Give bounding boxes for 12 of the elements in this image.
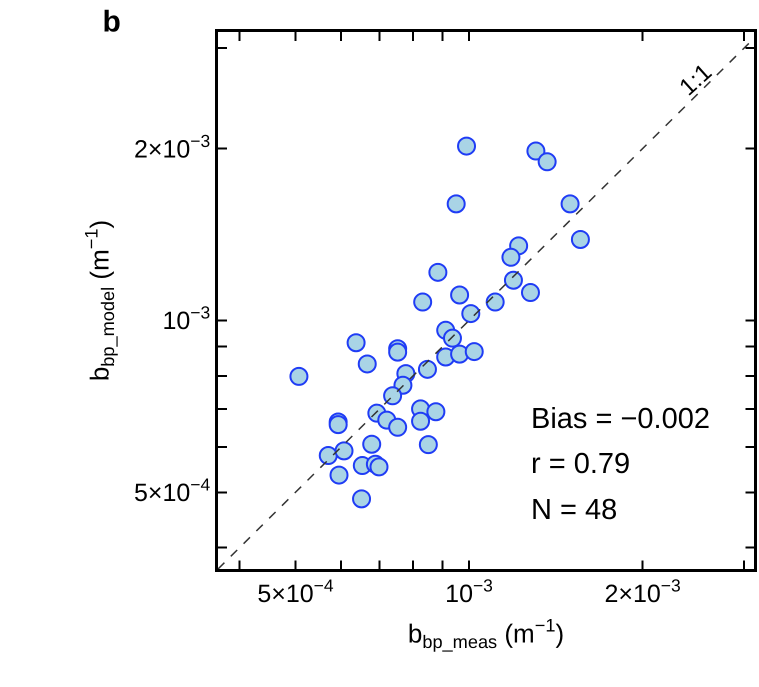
x-tick-label: 2×10$^{−3}$ — [604, 575, 681, 608]
annotation: 1:1 — [674, 58, 718, 102]
x-tick-label: 10$^{−3}$ — [445, 575, 493, 608]
y-tick-label: 2×10$^{−3}$ — [134, 130, 210, 164]
x-axis-title: b$_{bp_meas}$ (m$^{−1}$) — [408, 616, 564, 652]
y-tick-label: 5×10$^{−4}$ — [134, 474, 211, 508]
annotation: r = 0.79 — [531, 448, 630, 480]
chart-title: b — [102, 5, 121, 38]
x-tick-label: 5×10$^{−4}$ — [257, 575, 334, 608]
annotation: Bias = −0.002 — [531, 403, 710, 435]
annotation: N = 48 — [531, 494, 618, 526]
y-tick-label: 10$^{−3}$ — [162, 302, 210, 336]
